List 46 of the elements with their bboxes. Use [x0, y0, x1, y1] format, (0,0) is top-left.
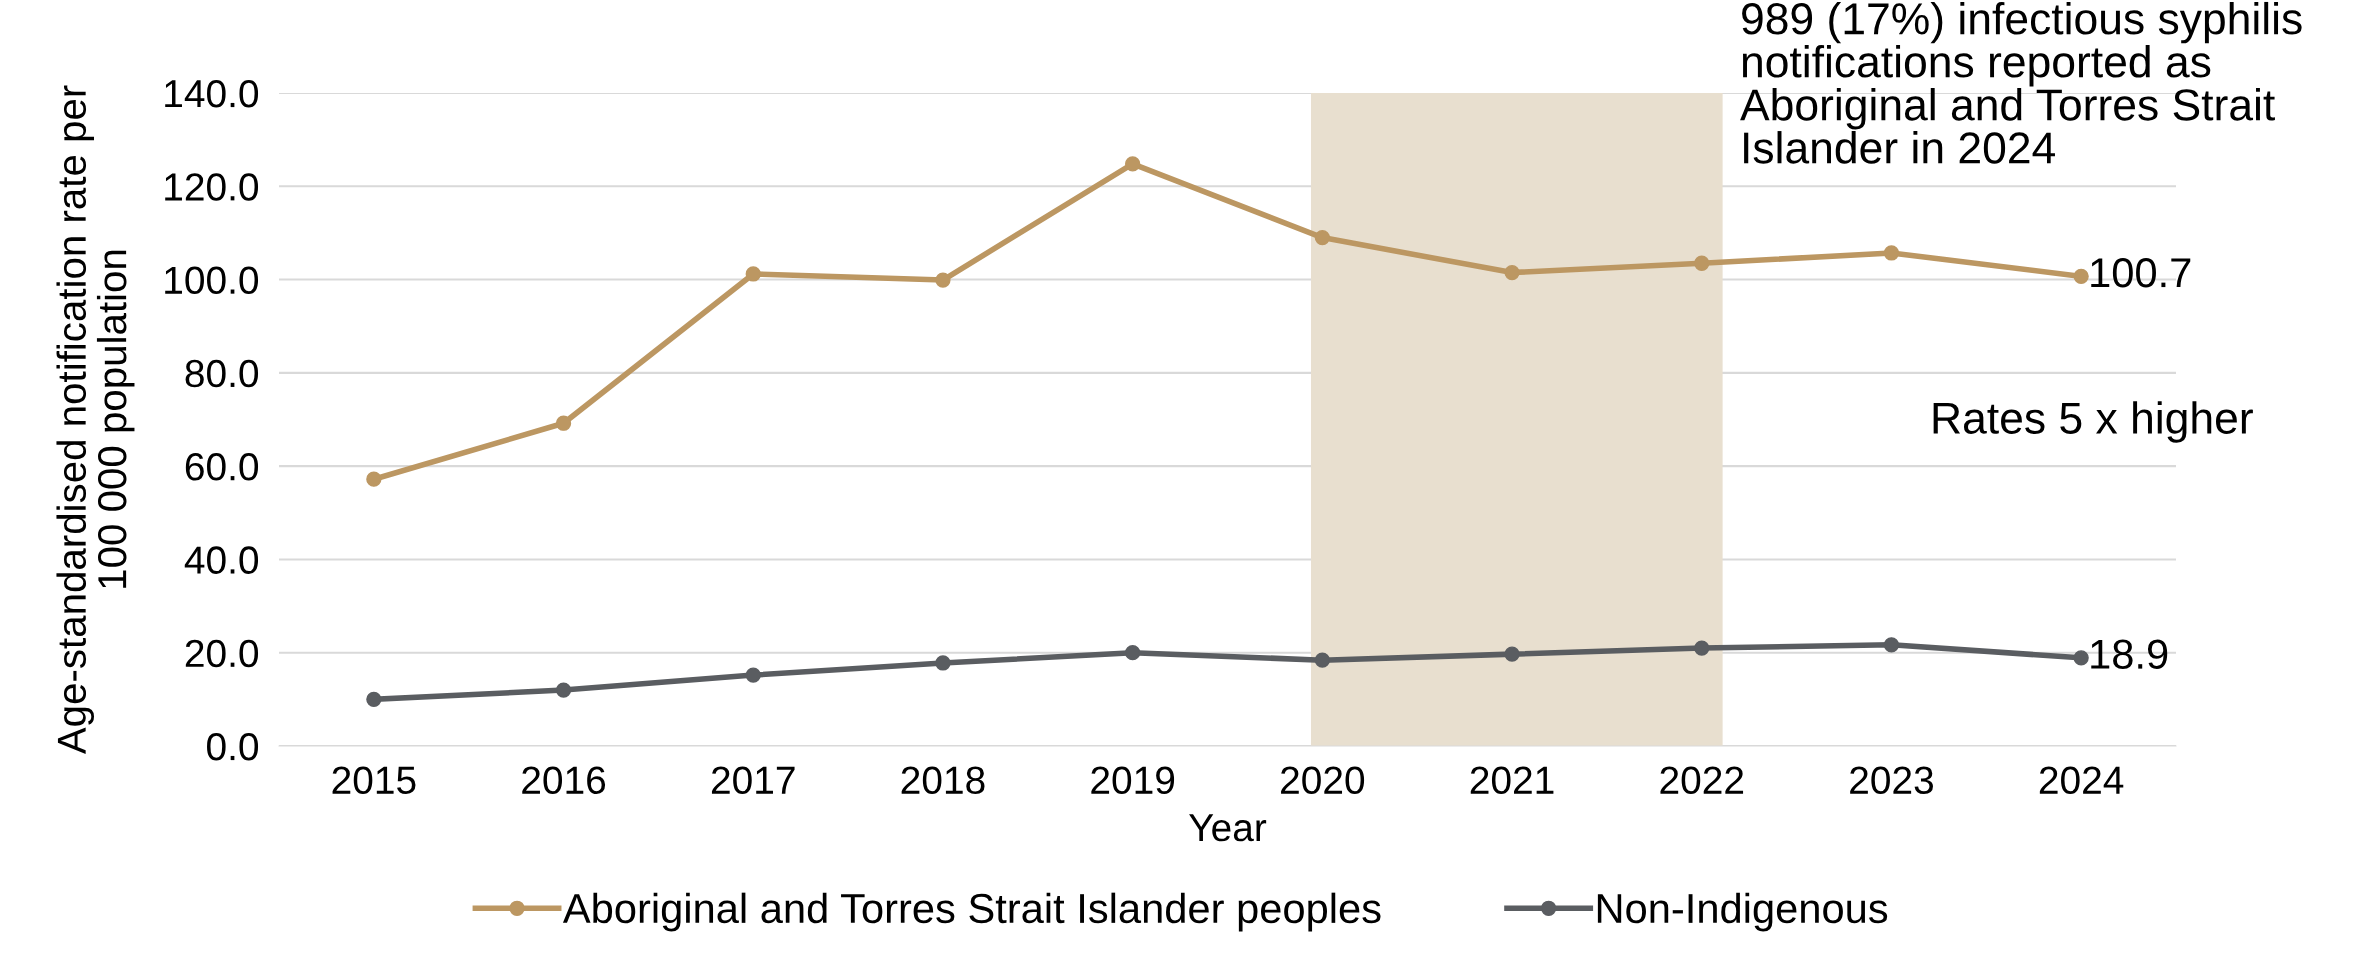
point [1504, 646, 1520, 662]
y-tick-label: 40.0 [184, 546, 259, 574]
y-tick-label: 140.0 [165, 79, 259, 108]
point [935, 272, 951, 288]
point [1314, 652, 1330, 668]
x-tick-label: 2015 [332, 766, 416, 795]
y-tick-label: 100.0 [165, 266, 259, 295]
x-axis-title: Year [1189, 814, 1267, 842]
legend-label: Non-Indigenous [1597, 892, 1888, 932]
point [1694, 255, 1710, 271]
point [745, 266, 761, 282]
legend-label: Aboriginal and Torres Strait Islander peoples [562, 892, 1381, 932]
y-axis-title: Age-standardised notification rate per 100 000 population [56, 85, 135, 755]
point [745, 667, 761, 683]
x-tick-label: 2018 [901, 766, 985, 795]
x-tick-label: 2020 [1281, 766, 1365, 795]
x-tick-label: 2019 [1091, 766, 1175, 795]
point [1504, 264, 1520, 281]
point [935, 655, 951, 671]
point [1694, 640, 1710, 656]
x-tick-label: 2021 [1470, 766, 1554, 795]
annotation: Rates 5 x higher [1933, 401, 2253, 443]
y-tick-label: 60.0 [185, 453, 259, 481]
x-tick-label: 2017 [711, 766, 795, 795]
y-tick-label: 80.0 [185, 359, 259, 388]
x-tick-label: 2022 [1660, 766, 1744, 795]
y-tick-label: 120.0 [165, 173, 259, 201]
y-tick-label: 20.0 [185, 639, 259, 668]
point [1125, 645, 1141, 661]
point [1314, 229, 1330, 246]
data-label: 100.7 [2091, 257, 2191, 288]
point [2073, 268, 2089, 284]
x-tick-label: 2016 [522, 766, 606, 795]
point [2073, 650, 2089, 666]
y-tick-label: 0.0 [207, 732, 259, 761]
annotation: 989 (17%) infectious syphilis notifications reported as Aboriginal and Torres Strait Islander in 2024 [1740, 1, 2302, 164]
point [366, 471, 382, 487]
point [555, 682, 572, 698]
x-tick-label: 2023 [1850, 766, 1933, 795]
point [1125, 156, 1141, 172]
x-tick-label: 2024 [2039, 766, 2124, 795]
point [1883, 245, 1900, 261]
point [366, 691, 382, 707]
point [1883, 637, 1900, 653]
point [555, 415, 572, 431]
data-label: 18.9 [2091, 639, 2168, 670]
